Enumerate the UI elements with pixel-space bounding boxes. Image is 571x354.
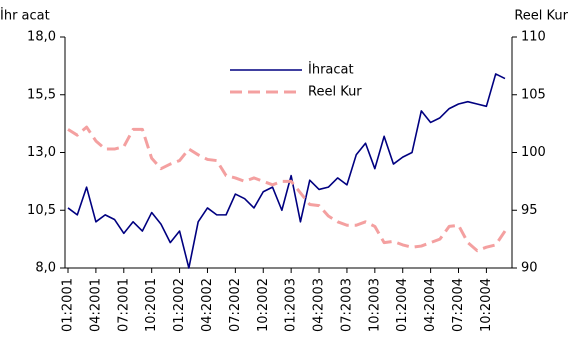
x-tick-label: 01:2004 xyxy=(395,278,410,332)
y-axis-title: İhr acat xyxy=(0,8,50,24)
x-tick-label: 10:2002 xyxy=(256,278,271,332)
legend-label: Reel Kur xyxy=(308,85,362,100)
y2-axis-title: Reel Kur xyxy=(514,9,568,24)
x-tick-label: 04:2001 xyxy=(88,278,103,332)
x-tick-label: 10:2004 xyxy=(479,278,494,332)
y-tick-label: 13,0 xyxy=(27,145,56,160)
x-tick-label: 07:2002 xyxy=(228,278,243,332)
x-tick-label: 01:2001 xyxy=(61,278,76,332)
x-tick-label: 04:2002 xyxy=(200,278,215,332)
y2-tick-label: 105 xyxy=(521,87,546,102)
x-tick-label: 07:2001 xyxy=(116,278,131,332)
x-tick-label: 01:2002 xyxy=(172,278,187,332)
y2-tick-label: 100 xyxy=(521,145,546,160)
series-line xyxy=(67,125,507,253)
x-tick-label: 07:2003 xyxy=(339,278,354,332)
x-tick-label: 01:2003 xyxy=(284,278,299,332)
y-tick-label: 15,5 xyxy=(27,87,56,102)
y-tick-label: 10,5 xyxy=(27,203,56,218)
x-tick-label: 10:2001 xyxy=(144,278,159,332)
y2-tick-label: 90 xyxy=(521,261,538,276)
y2-tick-label: 110 xyxy=(521,30,546,45)
y2-tick-label: 95 xyxy=(521,203,538,218)
legend-label: İhracat xyxy=(308,62,354,78)
x-tick-label: 04:2003 xyxy=(312,278,327,332)
x-tick-label: 07:2004 xyxy=(451,278,466,332)
y-tick-label: 18,0 xyxy=(27,30,56,45)
series-line xyxy=(67,73,506,269)
y-tick-label: 8,0 xyxy=(35,261,56,276)
x-tick-label: 10:2003 xyxy=(367,278,382,332)
x-tick-label: 04:2004 xyxy=(423,278,438,332)
